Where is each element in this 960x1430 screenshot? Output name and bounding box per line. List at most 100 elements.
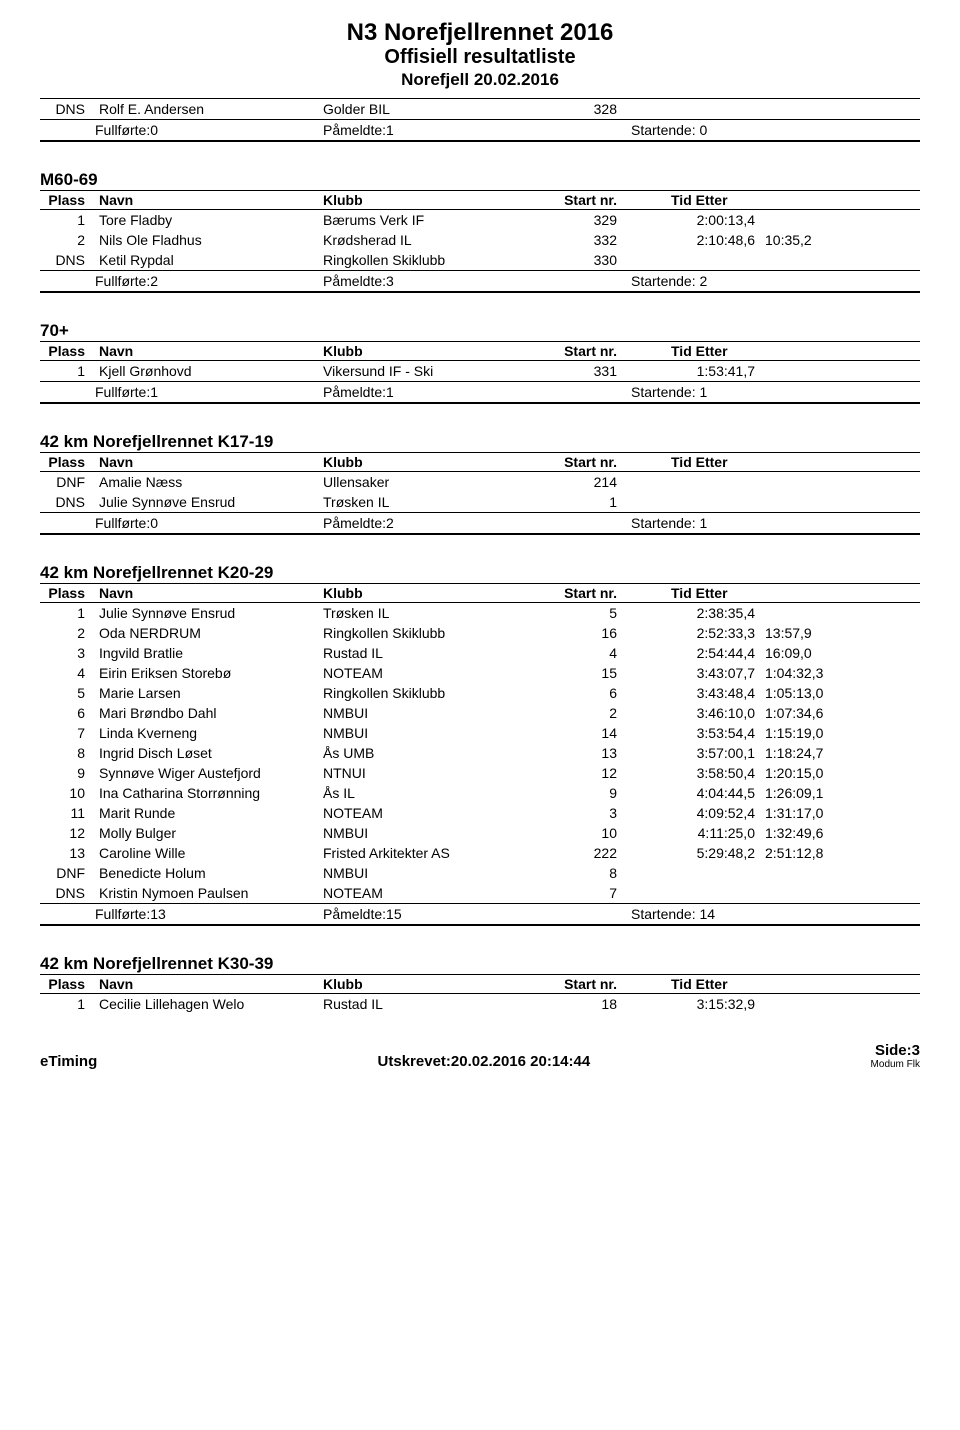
- cell-klubb: Bærums Verk IF: [323, 212, 543, 228]
- cell-navn: Nils Ole Fladhus: [99, 232, 319, 248]
- cell-navn: Julie Synnøve Ensrud: [99, 605, 319, 621]
- table-row: 10Ina Catharina StorrønningÅs IL94:04:44…: [40, 783, 920, 803]
- sub-title: Offisiell resultatliste: [40, 46, 920, 68]
- cell-plass: 4: [40, 665, 95, 681]
- summary-row: Fullførte:0 Påmeldte:1 Startende: 0: [40, 119, 920, 142]
- pameldte-value: 1: [386, 122, 394, 138]
- cell-navn: Mari Brøndbo Dahl: [99, 705, 319, 721]
- cell-startnr: 328: [547, 101, 627, 117]
- table-row: DNFBenedicte HolumNMBUI8: [40, 863, 920, 883]
- cell-klubb: Ullensaker: [323, 474, 543, 490]
- cell-navn: Marit Runde: [99, 805, 319, 821]
- cell-etter: 1:32:49,6: [765, 825, 865, 841]
- cell-klubb: NMBUI: [323, 705, 543, 721]
- cell-navn: Eirin Eriksen Storebø: [99, 665, 319, 681]
- result-section: 42 km Norefjellrennet K17-19PlassNavnKlu…: [40, 432, 920, 535]
- cell-etter: 1:15:19,0: [765, 725, 865, 741]
- summary-startende: Startende: 1: [631, 515, 865, 531]
- cell-plass: DNS: [40, 885, 95, 901]
- cell-plass: 2: [40, 625, 95, 641]
- summary-row: Fullførte:1Påmeldte:1Startende: 1: [40, 381, 920, 404]
- table-header: PlassNavnKlubbStart nr.Tid Etter: [40, 975, 920, 994]
- header-navn: Navn: [99, 454, 319, 470]
- header-startnr: Start nr.: [547, 585, 627, 601]
- cell-klubb: Rustad IL: [323, 996, 543, 1012]
- cell-klubb: NMBUI: [323, 865, 543, 881]
- table-row: 1Kjell GrønhovdVikersund IF - Ski3311:53…: [40, 361, 920, 381]
- summary-row: Fullførte:13Påmeldte:15Startende: 14: [40, 903, 920, 926]
- top-section: DNSRolf E. AndersenGolder BIL328 Fullfør…: [40, 98, 920, 142]
- cell-startnr: 14: [547, 725, 627, 741]
- result-section: 42 km Norefjellrennet K20-29PlassNavnKlu…: [40, 563, 920, 926]
- summary-pameldte: Påmeldte:3: [323, 273, 627, 289]
- cell-etter: 1:07:34,6: [765, 705, 865, 721]
- cell-tid: 4:04:44,5: [631, 785, 761, 801]
- cell-startnr: 10: [547, 825, 627, 841]
- cell-startnr: 12: [547, 765, 627, 781]
- cell-startnr: 18: [547, 996, 627, 1012]
- cell-navn: Benedicte Holum: [99, 865, 319, 881]
- cell-startnr: 13: [547, 745, 627, 761]
- header-tid-etter: Tid Etter: [631, 343, 865, 359]
- cell-plass: 11: [40, 805, 95, 821]
- cell-startnr: 330: [547, 252, 627, 268]
- cell-klubb: NOTEAM: [323, 885, 543, 901]
- header-tid-etter: Tid Etter: [631, 585, 865, 601]
- cell-plass: 3: [40, 645, 95, 661]
- table-row: 8Ingrid Disch LøsetÅs UMB133:57:00,11:18…: [40, 743, 920, 763]
- header-startnr: Start nr.: [547, 192, 627, 208]
- result-section: M60-69PlassNavnKlubbStart nr.Tid Etter1T…: [40, 170, 920, 293]
- cell-startnr: 332: [547, 232, 627, 248]
- summary-startende: Startende: 2: [631, 273, 865, 289]
- cell-startnr: 16: [547, 625, 627, 641]
- cell-klubb: NTNUI: [323, 765, 543, 781]
- cell-tid: 2:10:48,6: [631, 232, 761, 248]
- cell-etter: 16:09,0: [765, 645, 865, 661]
- cell-startnr: 214: [547, 474, 627, 490]
- table-row: 4Eirin Eriksen StorebøNOTEAM153:43:07,71…: [40, 663, 920, 683]
- cell-startnr: 6: [547, 685, 627, 701]
- table-row: DNSKetil RypdalRingkollen Skiklubb330: [40, 250, 920, 270]
- header-startnr: Start nr.: [547, 976, 627, 992]
- cell-tid: 3:46:10,0: [631, 705, 761, 721]
- cell-etter: 1:31:17,0: [765, 805, 865, 821]
- cell-tid: 3:43:07,7: [631, 665, 761, 681]
- cell-plass: 12: [40, 825, 95, 841]
- cell-etter: 1:26:09,1: [765, 785, 865, 801]
- cell-etter: 1:20:15,0: [765, 765, 865, 781]
- cell-tid: 4:09:52,4: [631, 805, 761, 821]
- cell-navn: Ina Catharina Storrønning: [99, 785, 319, 801]
- cell-plass: 10: [40, 785, 95, 801]
- cell-navn: Tore Fladby: [99, 212, 319, 228]
- cell-startnr: 331: [547, 363, 627, 379]
- fullforte-value: 0: [150, 122, 158, 138]
- cell-etter: 10:35,2: [765, 232, 865, 248]
- cell-tid: 3:53:54,4: [631, 725, 761, 741]
- startende-label: Startende:: [631, 122, 696, 138]
- cell-plass: DNS: [40, 101, 95, 117]
- cell-tid: 3:58:50,4: [631, 765, 761, 781]
- header-navn: Navn: [99, 343, 319, 359]
- cell-etter: 1:18:24,7: [765, 745, 865, 761]
- header-klubb: Klubb: [323, 192, 543, 208]
- fullforte-label: Fullførte:: [95, 122, 150, 138]
- header-klubb: Klubb: [323, 976, 543, 992]
- section-title: 42 km Norefjellrennet K17-19: [40, 432, 920, 453]
- table-header: PlassNavnKlubbStart nr.Tid Etter: [40, 342, 920, 361]
- summary-startende: Startende: 14: [631, 906, 865, 922]
- summary-startende: Startende: 0: [631, 122, 865, 138]
- cell-klubb: NOTEAM: [323, 805, 543, 821]
- cell-startnr: 329: [547, 212, 627, 228]
- date-line: Norefjell 20.02.2016: [40, 70, 920, 90]
- header-startnr: Start nr.: [547, 454, 627, 470]
- startende-value: 0: [700, 122, 708, 138]
- footer-center-value: 20.02.2016 20:14:44: [451, 1053, 590, 1070]
- cell-navn: Kjell Grønhovd: [99, 363, 319, 379]
- header-tid-etter: Tid Etter: [631, 976, 865, 992]
- header-klubb: Klubb: [323, 343, 543, 359]
- cell-navn: Oda NERDRUM: [99, 625, 319, 641]
- table-row: 7Linda KvernengNMBUI143:53:54,41:15:19,0: [40, 723, 920, 743]
- header-plass: Plass: [40, 192, 95, 208]
- footer-left: eTiming: [40, 1053, 97, 1070]
- table-row: DNSKristin Nymoen PaulsenNOTEAM7: [40, 883, 920, 903]
